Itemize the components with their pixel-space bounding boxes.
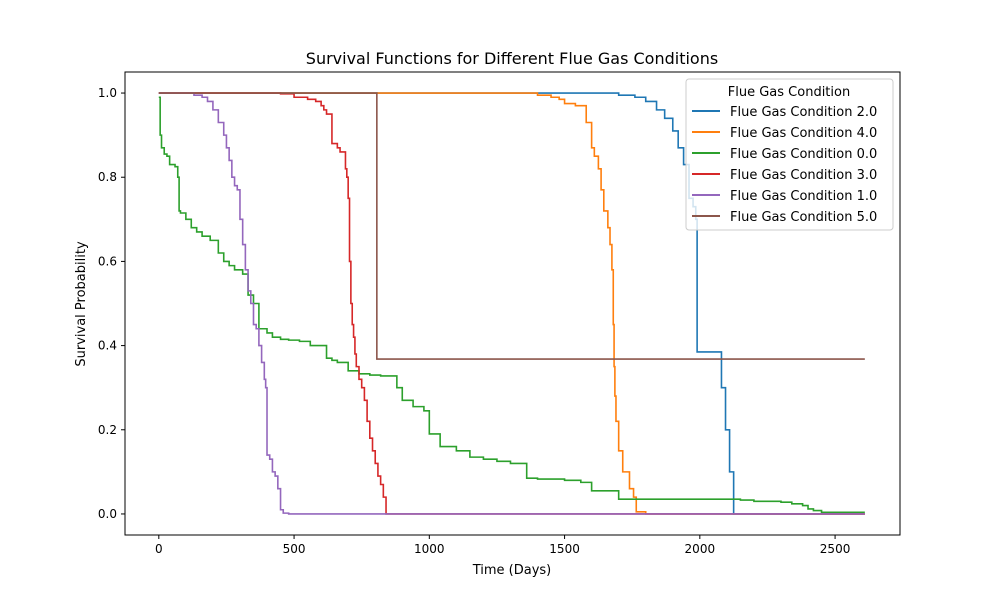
legend-label: Flue Gas Condition 3.0 (730, 168, 877, 183)
y-tick-label: 0.0 (98, 507, 117, 521)
x-tick-label: 1000 (414, 542, 445, 556)
axes-frame (124, 71, 901, 536)
y-tick-label: 0.2 (98, 423, 117, 437)
legend: Flue Gas Condition Flue Gas Condition 2.… (685, 78, 894, 231)
plot-area (124, 71, 901, 536)
legend-label: Flue Gas Condition 4.0 (730, 126, 877, 141)
x-axis-ticks: 0 500 1000 1500 2000 2500 (155, 535, 850, 556)
x-tick-label: 0 (155, 542, 163, 556)
legend-label: Flue Gas Condition 5.0 (730, 210, 877, 225)
x-tick-label: 1500 (549, 542, 580, 556)
series-line-3 (158, 92, 865, 515)
legend-items: Flue Gas Condition 2.0 Flue Gas Condition… (692, 105, 877, 225)
y-tick-label: 1.0 (98, 86, 117, 100)
series-layer (158, 92, 865, 515)
x-tick-label: 2000 (685, 542, 716, 556)
legend-title: Flue Gas Condition (728, 85, 850, 100)
y-tick-label: 0.6 (98, 254, 117, 268)
series-line-2 (158, 96, 865, 514)
chart-title: Survival Functions for Different Flue Ga… (306, 49, 718, 68)
x-axis-label: Time (Days) (472, 563, 552, 578)
y-tick-label: 0.8 (98, 170, 117, 184)
y-axis-label: Survival Probability (74, 241, 89, 367)
series-line-4 (158, 92, 865, 515)
y-tick-label: 0.4 (98, 339, 117, 353)
x-tick-label: 2500 (820, 542, 851, 556)
y-axis-ticks: 0.0 0.2 0.4 0.6 0.8 1.0 (98, 86, 125, 521)
x-tick-label: 500 (283, 542, 306, 556)
legend-box (685, 78, 894, 231)
legend-label: Flue Gas Condition 1.0 (730, 189, 877, 204)
legend-label: Flue Gas Condition 2.0 (730, 105, 877, 120)
series-line-5 (158, 92, 865, 360)
series-line-1 (158, 92, 865, 515)
legend-label: Flue Gas Condition 0.0 (730, 147, 877, 162)
